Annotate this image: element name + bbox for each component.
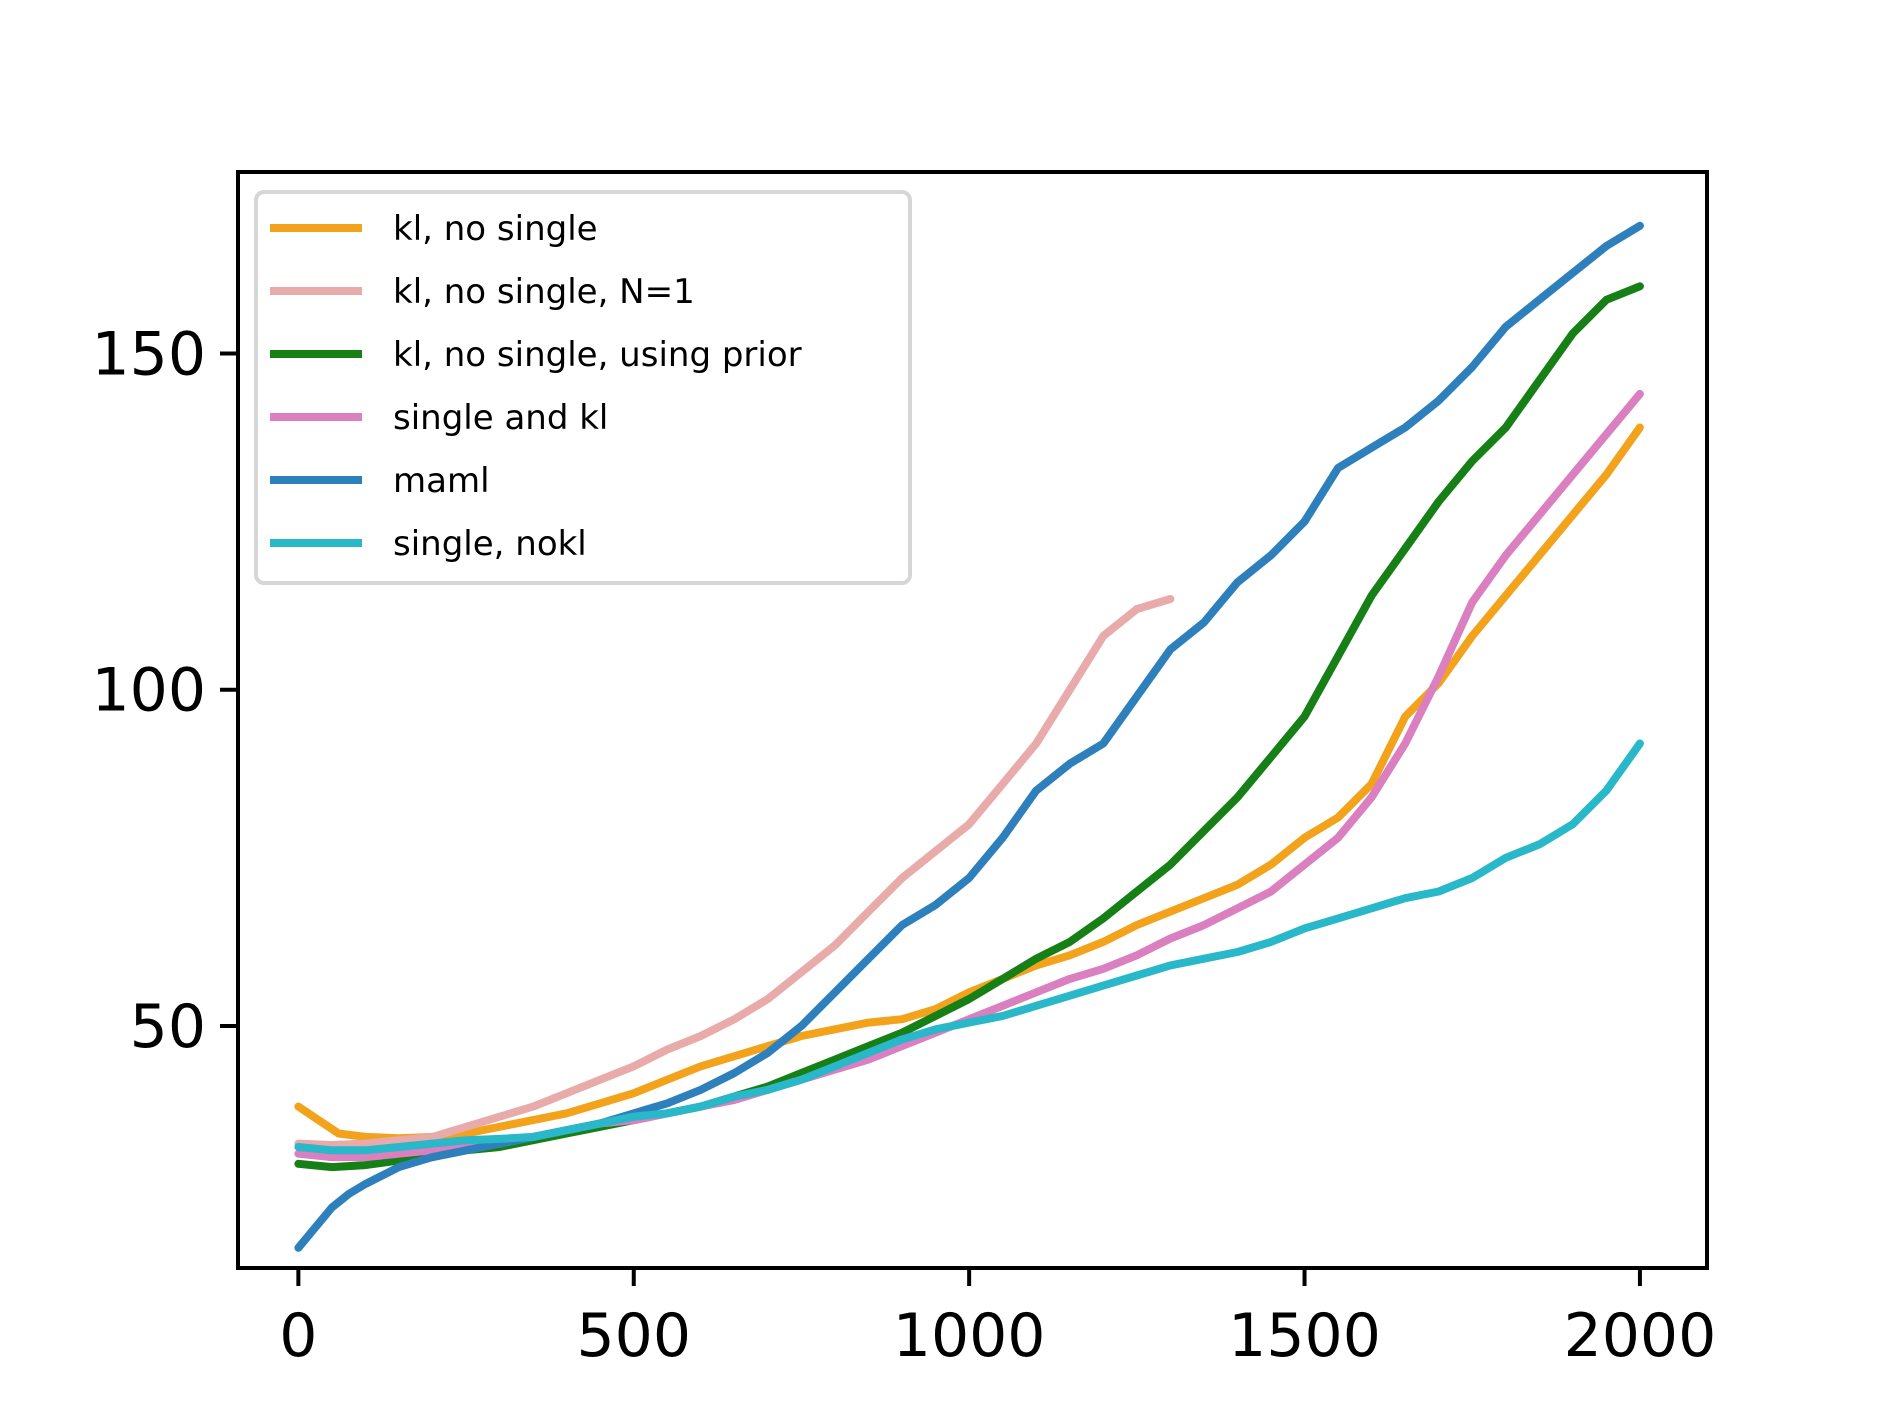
y-axis: 50 100 150 bbox=[91, 320, 238, 1062]
y-tick-label-0: 50 bbox=[130, 992, 206, 1062]
x-tick-label-4: 2000 bbox=[1564, 1301, 1717, 1371]
y-tick-label-2: 150 bbox=[91, 320, 206, 390]
series-layer bbox=[294, 221, 1644, 1252]
legend-label-4: maml bbox=[393, 461, 490, 501]
legend-label-1: kl, no single, N=1 bbox=[393, 272, 695, 312]
x-tick-label-0: 0 bbox=[279, 1301, 317, 1371]
x-tick-label-2: 1000 bbox=[893, 1301, 1046, 1371]
x-tick-label-3: 1500 bbox=[1228, 1301, 1381, 1371]
legend-entries: kl, no single kl, no single, N=1 kl, no si… bbox=[270, 209, 802, 564]
x-axis: 0 500 1000 1500 2000 bbox=[279, 1268, 1716, 1371]
x-tick-label-1: 500 bbox=[576, 1301, 691, 1371]
legend-label-5: single, nokl bbox=[393, 524, 587, 564]
plot-frame bbox=[236, 170, 1709, 1270]
legend-box bbox=[254, 190, 912, 585]
legend: kl, no single kl, no single, N=1 kl, no si… bbox=[254, 190, 912, 585]
series-line-0 bbox=[294, 423, 1644, 1143]
legend-label-3: single and kl bbox=[393, 398, 608, 438]
series-line-4 bbox=[294, 221, 1644, 1252]
legend-label-0: kl, no single bbox=[393, 209, 598, 249]
series-line-5 bbox=[294, 739, 1644, 1155]
series-line-1 bbox=[294, 595, 1175, 1149]
y-tick-label-1: 100 bbox=[91, 656, 206, 726]
legend-label-2: kl, no single, using prior bbox=[393, 335, 802, 375]
